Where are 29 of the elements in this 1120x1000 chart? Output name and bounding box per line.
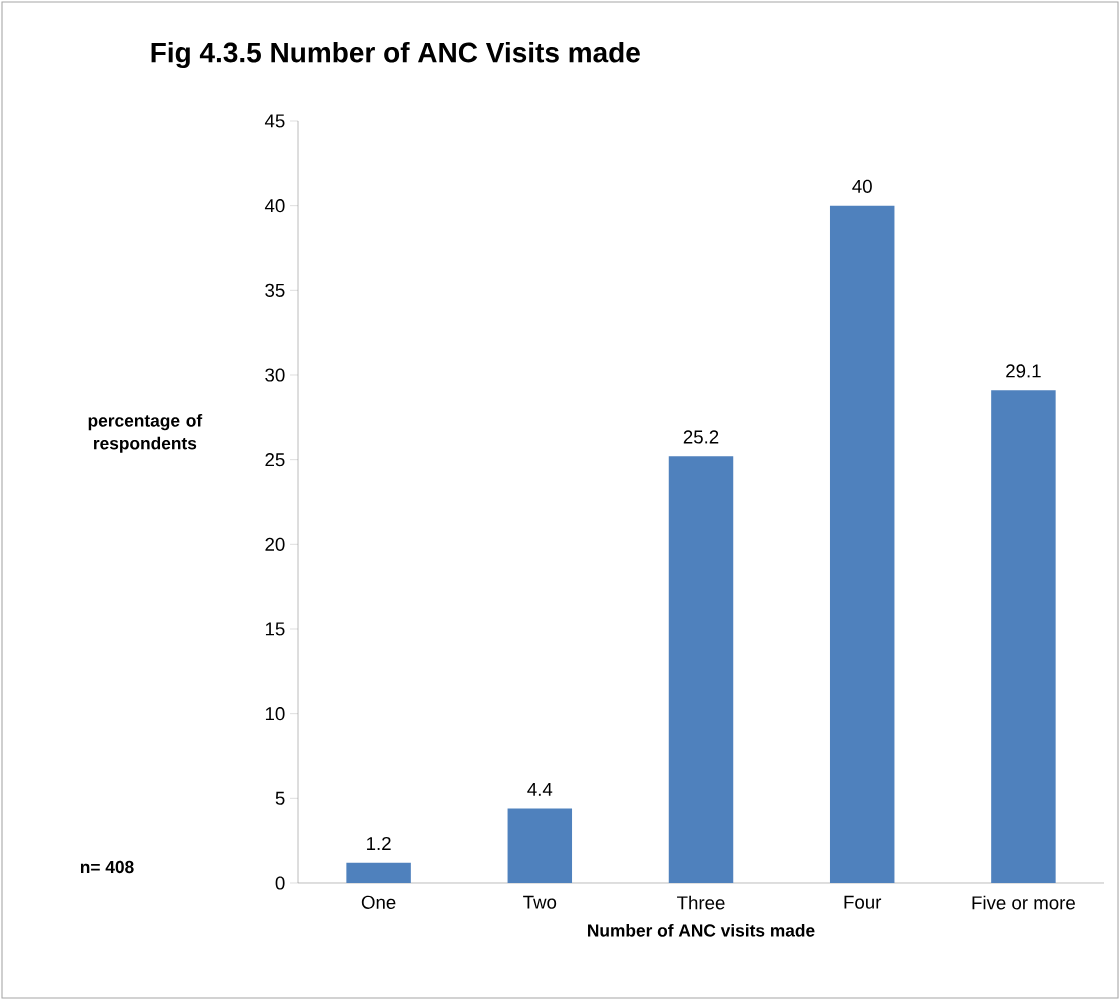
y-tick-label: 10 <box>265 707 285 721</box>
bar <box>991 390 1056 883</box>
y-tick-label: 5 <box>275 791 285 805</box>
y-tick-label: 20 <box>265 537 285 551</box>
y-tick-label: 40 <box>264 199 285 213</box>
bar <box>829 205 895 883</box>
data-label: 40 <box>852 179 872 193</box>
x-tick-label: Four <box>844 895 882 909</box>
data-label: 4.4 <box>527 782 553 796</box>
y-tick-label: 15 <box>265 622 285 636</box>
y-tick-label: 45 <box>264 114 285 128</box>
chart-title: Fig 4.3.5 Number of ANC Visits made <box>151 41 640 69</box>
bar <box>507 808 573 883</box>
x-tick-label: One <box>361 895 396 909</box>
data-label: 1.2 <box>367 836 391 850</box>
y-tick-label: 25 <box>265 453 285 467</box>
x-tick-label: Five or more <box>972 895 1075 910</box>
y-tick-label: 30 <box>265 368 285 382</box>
y-tick-label: 35 <box>265 283 285 297</box>
x-tick-label: Two <box>523 895 557 909</box>
bar <box>668 456 734 883</box>
text: n= 408 <box>80 860 134 874</box>
x-tick-label: Three <box>677 895 725 910</box>
bar <box>346 862 411 883</box>
data-label: 29.1 <box>1006 364 1041 378</box>
data-label: 25.2 <box>683 430 719 444</box>
x-axis-title: Number of ANC visits made <box>588 923 815 937</box>
y-axis-title: percentage of respondents <box>88 414 203 453</box>
y-tick-label: 0 <box>275 876 285 890</box>
